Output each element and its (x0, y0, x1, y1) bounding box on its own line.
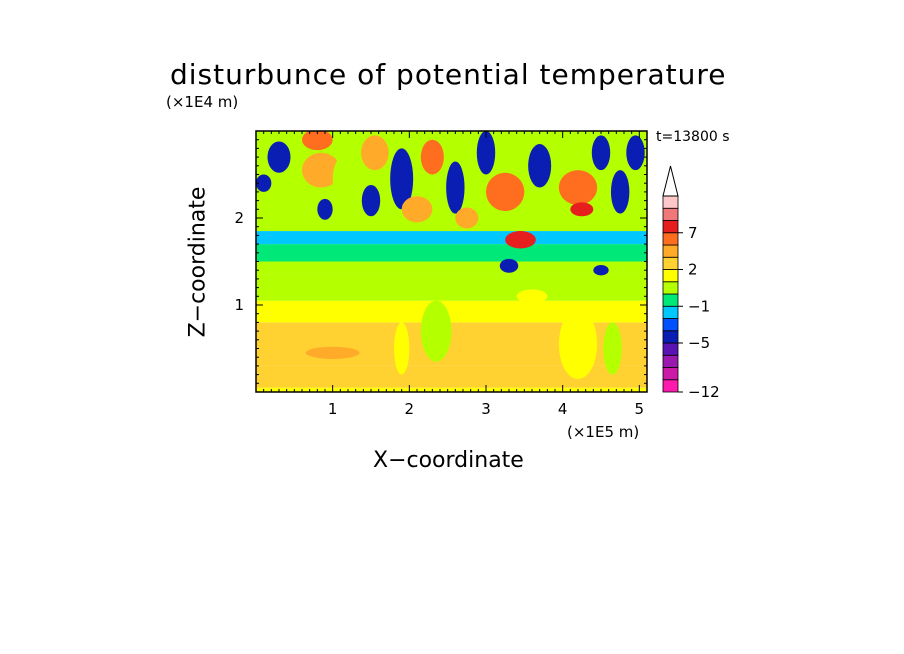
x-tick-label: 5 (635, 400, 645, 418)
x-tick-label: 1 (328, 400, 338, 418)
contour-blob (593, 264, 609, 276)
contour-blob (516, 289, 548, 304)
colorbar-swatch (662, 379, 679, 393)
colorbar-tick-label: −5 (688, 334, 710, 352)
colorbar-tick-label: −1 (688, 297, 710, 315)
colorbar-swatch (662, 330, 679, 344)
colorbar-swatch (662, 207, 679, 221)
colorbar-swatch (662, 244, 679, 258)
x-tick-label: 4 (558, 400, 568, 418)
x-axis-title: X−coordinate (373, 448, 524, 473)
x-axis: 1 2 3 4 5 (263, 131, 648, 418)
colorbar-swatch (662, 195, 679, 209)
contour-blob (317, 198, 333, 220)
contour-blob (626, 135, 645, 171)
colorbar: 7 2 −1 −5 −12 (662, 165, 720, 401)
colorbar-swatch (662, 269, 679, 283)
contour-fill (256, 131, 647, 392)
colorbar-swatch (662, 293, 679, 307)
contour-blob (476, 131, 496, 175)
contour-blob (267, 141, 291, 173)
colorbar-swatch (662, 342, 679, 356)
contour-blob (505, 231, 536, 249)
contour-band (256, 274, 647, 301)
contour-blob (499, 258, 519, 273)
contour-blob (446, 161, 465, 214)
contour-blob (558, 309, 598, 379)
colorbar-swatch (662, 220, 679, 234)
contour-blob (420, 139, 444, 175)
z-tick-label: 2 (234, 209, 244, 227)
contour-blob (332, 152, 364, 205)
contour-blob (305, 346, 360, 359)
contour-band (256, 365, 647, 388)
contour-blob (420, 300, 452, 362)
contour-blob (610, 170, 630, 214)
z-tick-label: 1 (234, 296, 244, 314)
colorbar-swatch (662, 256, 679, 270)
contour-blob (486, 172, 525, 212)
contour-blob (394, 322, 410, 375)
contour-blob (256, 174, 272, 192)
x-tick-label: 3 (481, 400, 491, 418)
colorbar-swatch (662, 367, 679, 381)
colorbar-swatch (662, 354, 679, 368)
z-axis: 12 (234, 139, 647, 384)
z-axis-unit: (×1E4 m) (166, 93, 239, 111)
colorbar-swatch (662, 232, 679, 246)
contour-blob (591, 135, 611, 171)
chart-title: disturbunce of potential temperature (170, 58, 727, 91)
contour-blob (361, 135, 389, 171)
contour-band (256, 231, 647, 245)
contour-blob (603, 322, 622, 375)
contour-band (256, 387, 647, 392)
contour-band (256, 261, 647, 275)
contour-blob (302, 152, 341, 188)
contour-blob (361, 184, 381, 217)
contour-blob (455, 207, 479, 229)
x-tick-label: 2 (405, 400, 415, 418)
contour-blob (558, 170, 598, 205)
contour-band (256, 300, 647, 323)
colorbar-swatch (662, 318, 679, 332)
colorbar-tick-label: 7 (688, 224, 698, 242)
time-label: t=13800 s (656, 129, 730, 145)
colorbar-tick-label: 2 (688, 261, 698, 279)
colorbar-tick-label: −12 (688, 383, 720, 401)
contour-blob (390, 148, 414, 210)
contour-blob (302, 131, 333, 151)
contour-blob (570, 202, 594, 217)
x-axis-unit: (×1E5 m) (567, 423, 640, 441)
contour-blob (401, 196, 433, 223)
colorbar-swatch (662, 305, 679, 319)
colorbar-swatch (662, 281, 679, 295)
colorbar-overflow-arrow (662, 165, 679, 197)
contour-blob (528, 144, 552, 188)
contour-band (256, 244, 647, 262)
